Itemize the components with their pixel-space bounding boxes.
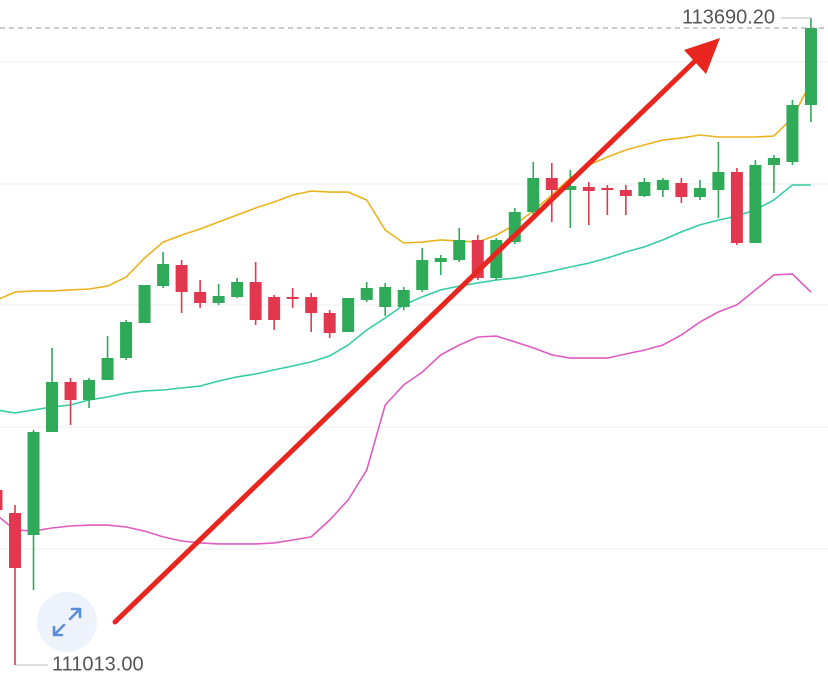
candle-body: [157, 263, 170, 287]
candle-body: [360, 287, 373, 301]
candle-body: [286, 297, 299, 300]
candle-body: [379, 287, 392, 308]
candle-body: [83, 379, 96, 401]
candle-body: [101, 358, 114, 380]
bands: [0, 81, 812, 545]
candle-body: [545, 178, 558, 190]
low-label: 111013.00: [52, 653, 144, 675]
candle-body: [804, 28, 817, 106]
candle-body: [656, 179, 669, 190]
candle-body: [638, 181, 651, 196]
candle-body: [249, 281, 262, 321]
price-labels: 113690.20 111013.00: [0, 6, 828, 675]
candle-body: [712, 171, 725, 190]
expand-button-bg[interactable]: [37, 592, 97, 652]
candle-body: [268, 297, 281, 321]
candle-body: [323, 313, 336, 334]
expand-button[interactable]: [37, 592, 97, 652]
band-line: [0, 81, 812, 300]
candle-body: [767, 157, 780, 166]
candle-body: [601, 187, 614, 190]
candle-body: [342, 297, 355, 332]
candle-body: [194, 292, 207, 303]
candle-body: [64, 381, 77, 401]
candle-body: [527, 178, 540, 213]
candle-body: [619, 189, 632, 196]
candle-body: [675, 183, 688, 198]
candle-body: [27, 431, 40, 535]
grid: [0, 61, 828, 550]
candle-body: [46, 381, 59, 432]
candle-body: [730, 171, 743, 243]
band-line: [0, 273, 812, 545]
candle-body: [434, 258, 447, 263]
trend-arrow: [112, 38, 720, 625]
expand-icon[interactable]: [52, 607, 82, 637]
candle-body: [416, 260, 429, 290]
candle-body: [305, 297, 318, 314]
candles: [0, 18, 817, 665]
candle-body: [231, 281, 244, 298]
candle-body: [9, 513, 22, 569]
candle-body: [693, 187, 706, 198]
candle-body: [0, 489, 3, 511]
candle-body: [564, 186, 577, 190]
candle-body: [453, 239, 466, 261]
candle-body: [582, 186, 595, 192]
arrow-head: [684, 38, 720, 74]
candle-body: [212, 295, 225, 303]
candle-body: [175, 265, 188, 293]
high-label: 113690.20: [682, 6, 775, 28]
candle-body: [749, 165, 762, 243]
candle-body: [786, 105, 799, 163]
candle-body: [397, 289, 410, 308]
arrow-shaft: [112, 57, 699, 625]
candle-body: [120, 321, 133, 359]
candle-body: [138, 284, 151, 324]
